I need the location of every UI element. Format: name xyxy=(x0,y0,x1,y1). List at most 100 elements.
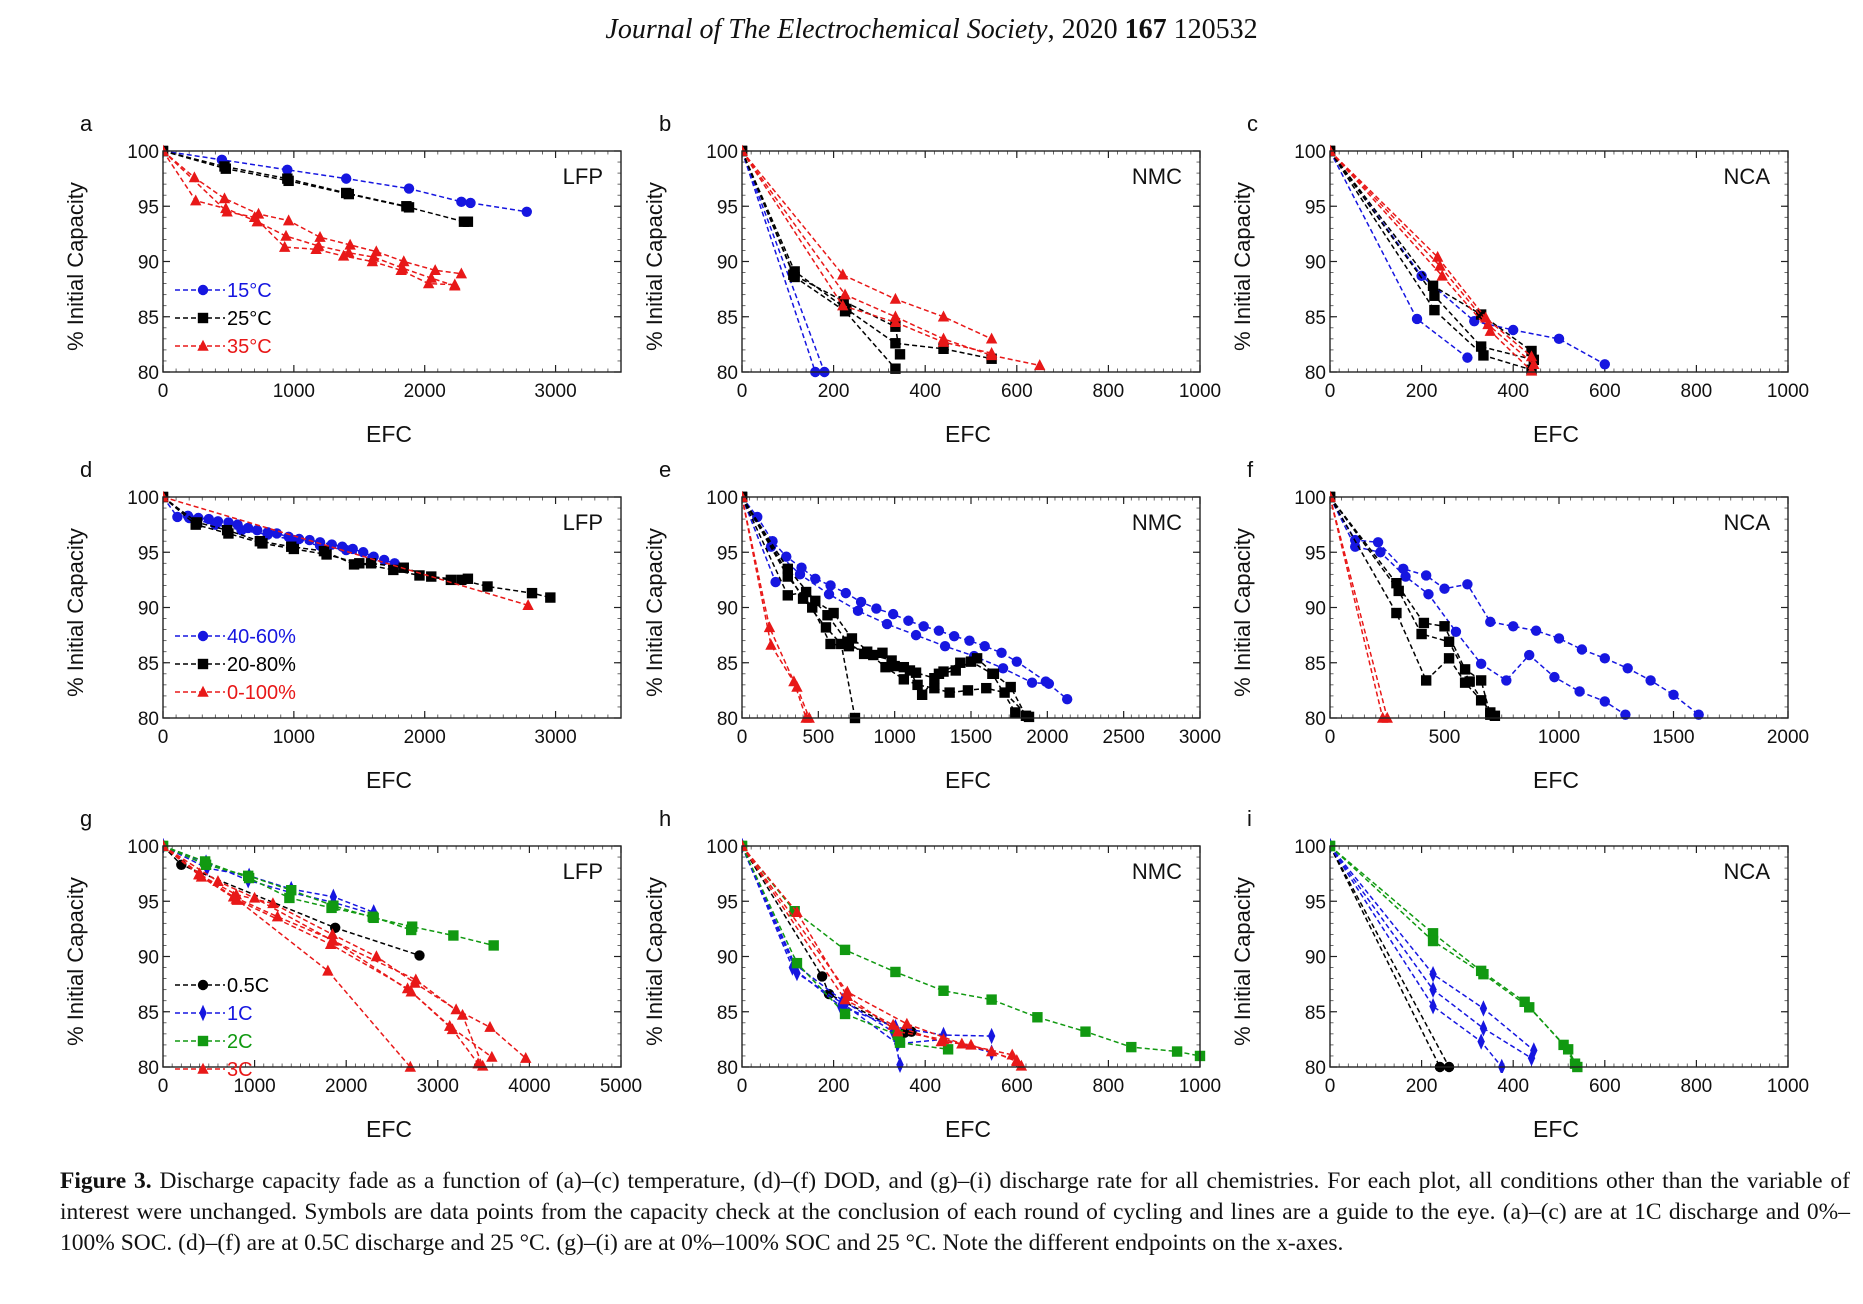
data-point xyxy=(840,587,852,599)
data-point xyxy=(395,264,407,276)
series-line xyxy=(1330,150,1468,359)
y-tick-label: 95 xyxy=(1305,197,1326,218)
y-tick-label: 90 xyxy=(138,599,159,620)
data-point xyxy=(742,839,748,851)
data-point xyxy=(877,647,888,659)
series-line xyxy=(1330,845,1532,1059)
plot-frame xyxy=(162,150,622,373)
data-point xyxy=(1423,589,1434,600)
data-point xyxy=(403,183,415,194)
data-point xyxy=(243,872,255,884)
legend-label: 0-100% xyxy=(227,682,296,704)
data-point xyxy=(366,255,379,267)
data-point xyxy=(223,528,234,539)
data-point xyxy=(288,543,300,555)
series-line xyxy=(163,496,468,581)
data-point xyxy=(933,668,945,679)
legend-label: 40-60% xyxy=(227,626,296,648)
y-axis-label: % Initial Capacity xyxy=(1230,528,1255,697)
data-point xyxy=(894,1037,906,1048)
x-tick-label: 0 xyxy=(737,381,748,402)
legend-label: 15°C xyxy=(227,280,272,302)
data-point xyxy=(271,910,284,922)
y-tick-label: 100 xyxy=(706,142,738,163)
y-tick-label: 95 xyxy=(717,197,738,218)
data-point xyxy=(903,615,914,626)
legend-marker xyxy=(197,1035,209,1047)
data-point xyxy=(367,911,378,922)
data-point xyxy=(370,950,383,962)
data-point xyxy=(1330,144,1336,156)
data-point xyxy=(236,524,247,536)
plot-frame xyxy=(741,845,1201,1068)
x-tick-label: 600 xyxy=(1589,1076,1621,1097)
data-point xyxy=(868,649,879,661)
x-tick-label: 1000 xyxy=(1767,381,1809,402)
y-tick-label: 85 xyxy=(138,1003,159,1024)
series-line xyxy=(1330,150,1532,371)
data-point xyxy=(1462,579,1473,590)
data-point xyxy=(823,589,835,600)
y-tick-label: 100 xyxy=(127,837,159,858)
series-line xyxy=(742,496,1030,718)
data-point xyxy=(199,856,211,867)
plot-frame xyxy=(1329,496,1789,719)
data-point xyxy=(839,944,851,956)
data-point xyxy=(1599,653,1611,664)
data-point xyxy=(1525,350,1538,362)
data-point xyxy=(1498,1058,1506,1073)
data-point xyxy=(1375,547,1386,558)
y-tick-label: 90 xyxy=(1305,599,1326,620)
data-point xyxy=(1126,1041,1137,1053)
y-tick-label: 85 xyxy=(138,654,159,675)
data-point xyxy=(1034,359,1046,371)
data-point xyxy=(450,1003,462,1015)
x-tick-label: 200 xyxy=(1406,381,1438,402)
plot-frame xyxy=(1329,845,1789,1068)
data-point xyxy=(210,519,221,530)
series-line xyxy=(163,150,462,275)
chemistry-label: NCA xyxy=(1724,859,1771,884)
series-group xyxy=(163,144,532,291)
data-point xyxy=(1479,1020,1488,1037)
data-point xyxy=(842,636,853,647)
y-tick-label: 85 xyxy=(138,308,159,329)
data-point xyxy=(889,292,902,304)
data-point xyxy=(1391,607,1402,619)
data-point xyxy=(337,249,350,261)
data-point xyxy=(1530,625,1542,636)
y-tick-label: 90 xyxy=(717,599,738,620)
x-axis-label: EFC xyxy=(945,767,991,793)
data-point xyxy=(188,171,201,183)
x-tick-label: 3000 xyxy=(1179,727,1221,748)
data-point xyxy=(765,638,777,650)
data-point xyxy=(800,586,812,598)
data-point xyxy=(1462,352,1473,363)
y-tick-label: 80 xyxy=(138,709,159,730)
chart-panel-b: b 0 200 400 600 800 1000 80 85 90 95 100 NMC EFC % Ini… xyxy=(642,111,1221,447)
plot-frame xyxy=(741,150,1201,373)
series-line xyxy=(1330,150,1532,358)
series-group xyxy=(742,144,1046,378)
x-tick-label: 1000 xyxy=(1767,1076,1809,1097)
series-group xyxy=(742,490,1073,724)
data-point xyxy=(828,607,839,619)
data-point xyxy=(283,175,294,187)
x-tick-label: 800 xyxy=(1093,381,1125,402)
data-point xyxy=(1416,628,1427,640)
chart-panel-g: g 0 1000 2000 3000 4000 5000 80 85 90 95 100 LFP EFC%… xyxy=(63,806,642,1142)
data-point xyxy=(163,144,169,156)
data-point xyxy=(321,549,332,560)
series-line xyxy=(163,150,456,287)
y-tick-label: 100 xyxy=(1294,488,1326,509)
data-point xyxy=(839,1008,851,1020)
data-point xyxy=(794,569,806,580)
x-tick-label: 2000 xyxy=(1767,727,1809,748)
data-point xyxy=(904,665,916,676)
chart-panel-h: h 0 200 400 600 800 1000 80 85 90 95 100 NMC EFC % Ini… xyxy=(642,806,1221,1142)
data-point xyxy=(837,299,849,311)
data-point xyxy=(918,621,929,632)
series-line xyxy=(742,150,817,373)
data-point xyxy=(836,638,847,650)
y-tick-label: 100 xyxy=(127,142,159,163)
